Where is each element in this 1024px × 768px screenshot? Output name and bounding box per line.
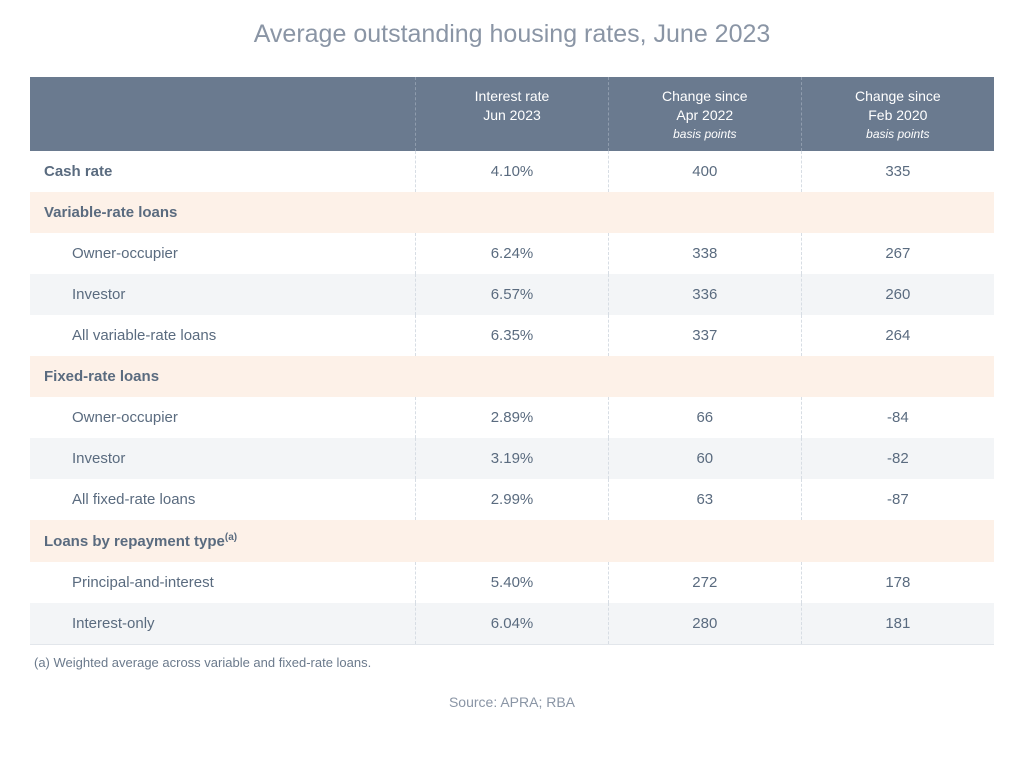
table-row: Investor6.57%336260 xyxy=(30,274,994,315)
row-label: All variable-rate loans xyxy=(30,315,416,356)
row-value: 6.24% xyxy=(416,233,609,274)
row-value: 264 xyxy=(801,315,994,356)
row-label: Owner-occupier xyxy=(30,397,416,438)
row-value: 63 xyxy=(608,479,801,520)
table-row: Owner-occupier6.24%338267 xyxy=(30,233,994,274)
row-value: 5.40% xyxy=(416,562,609,603)
page-title: Average outstanding housing rates, June … xyxy=(30,20,994,49)
row-value: -82 xyxy=(801,438,994,479)
row-value: 272 xyxy=(608,562,801,603)
row-value: 2.99% xyxy=(416,479,609,520)
table-row: Investor3.19%60-82 xyxy=(30,438,994,479)
row-label: All fixed-rate loans xyxy=(30,479,416,520)
row-label: Principal-and-interest xyxy=(30,562,416,603)
source-line: Source: APRA; RBA xyxy=(30,694,994,710)
row-value: 66 xyxy=(608,397,801,438)
row-value: 2.89% xyxy=(416,397,609,438)
row-value: 3.19% xyxy=(416,438,609,479)
row-value: 260 xyxy=(801,274,994,315)
table-row: Cash rate4.10%400335 xyxy=(30,151,994,192)
row-value: 400 xyxy=(608,151,801,192)
row-label: Investor xyxy=(30,438,416,479)
table-row: Principal-and-interest5.40%272178 xyxy=(30,562,994,603)
row-label: Cash rate xyxy=(30,151,416,192)
table-row: Fixed-rate loans xyxy=(30,356,994,397)
row-value: -87 xyxy=(801,479,994,520)
row-value: 4.10% xyxy=(416,151,609,192)
footnote: (a) Weighted average across variable and… xyxy=(30,655,994,670)
table-row: All fixed-rate loans2.99%63-87 xyxy=(30,479,994,520)
row-value: 280 xyxy=(608,603,801,645)
header-interest-rate: Interest rateJun 2023 xyxy=(416,77,609,151)
row-label: Investor xyxy=(30,274,416,315)
header-empty xyxy=(30,77,416,151)
table-row: All variable-rate loans6.35%337264 xyxy=(30,315,994,356)
footnote-marker: (a) xyxy=(225,532,237,543)
row-value: -84 xyxy=(801,397,994,438)
table-header-row: Interest rateJun 2023 Change sinceApr 20… xyxy=(30,77,994,151)
row-value: 6.35% xyxy=(416,315,609,356)
row-value: 335 xyxy=(801,151,994,192)
row-value: 60 xyxy=(608,438,801,479)
row-value: 267 xyxy=(801,233,994,274)
header-change-apr-2022: Change sinceApr 2022 basis points xyxy=(608,77,801,151)
row-value: 181 xyxy=(801,603,994,645)
row-value: 6.04% xyxy=(416,603,609,645)
table-row: Loans by repayment type(a) xyxy=(30,520,994,562)
row-value: 178 xyxy=(801,562,994,603)
table-row: Owner-occupier2.89%66-84 xyxy=(30,397,994,438)
section-label: Variable-rate loans xyxy=(30,192,994,233)
section-label: Loans by repayment type(a) xyxy=(30,520,994,562)
table-row: Variable-rate loans xyxy=(30,192,994,233)
row-value: 6.57% xyxy=(416,274,609,315)
row-label: Interest-only xyxy=(30,603,416,645)
row-value: 338 xyxy=(608,233,801,274)
rates-table: Interest rateJun 2023 Change sinceApr 20… xyxy=(30,77,994,645)
row-value: 337 xyxy=(608,315,801,356)
table-row: Interest-only6.04%280181 xyxy=(30,603,994,645)
header-change-feb-2020: Change sinceFeb 2020 basis points xyxy=(801,77,994,151)
row-label: Owner-occupier xyxy=(30,233,416,274)
section-label: Fixed-rate loans xyxy=(30,356,994,397)
row-value: 336 xyxy=(608,274,801,315)
